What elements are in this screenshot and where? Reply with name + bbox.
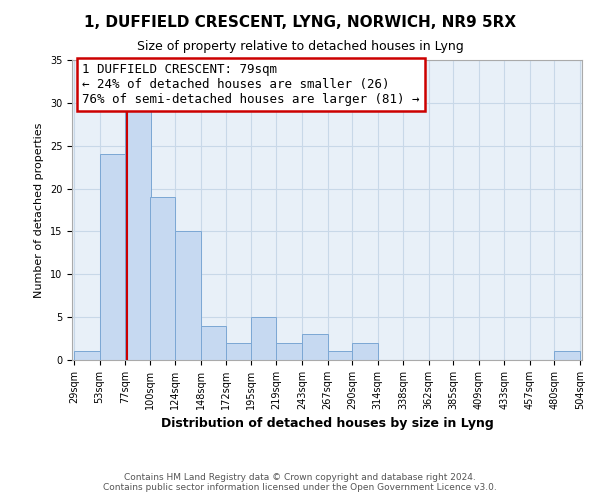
Bar bbox=[201, 326, 226, 360]
Bar bbox=[74, 352, 100, 360]
Y-axis label: Number of detached properties: Number of detached properties bbox=[34, 122, 44, 298]
X-axis label: Distribution of detached houses by size in Lyng: Distribution of detached houses by size … bbox=[161, 418, 493, 430]
Bar bbox=[251, 317, 277, 360]
Bar bbox=[302, 334, 328, 360]
Bar bbox=[125, 112, 151, 360]
Bar bbox=[175, 232, 201, 360]
Bar bbox=[352, 343, 377, 360]
Bar bbox=[226, 343, 252, 360]
Bar bbox=[150, 197, 175, 360]
Text: 1 DUFFIELD CRESCENT: 79sqm
← 24% of detached houses are smaller (26)
76% of semi: 1 DUFFIELD CRESCENT: 79sqm ← 24% of deta… bbox=[82, 63, 420, 106]
Bar bbox=[554, 352, 580, 360]
Text: 1, DUFFIELD CRESCENT, LYNG, NORWICH, NR9 5RX: 1, DUFFIELD CRESCENT, LYNG, NORWICH, NR9… bbox=[84, 15, 516, 30]
Bar bbox=[277, 343, 302, 360]
Bar bbox=[100, 154, 125, 360]
Text: Contains HM Land Registry data © Crown copyright and database right 2024.
Contai: Contains HM Land Registry data © Crown c… bbox=[103, 473, 497, 492]
Text: Size of property relative to detached houses in Lyng: Size of property relative to detached ho… bbox=[137, 40, 463, 53]
Bar bbox=[328, 352, 353, 360]
